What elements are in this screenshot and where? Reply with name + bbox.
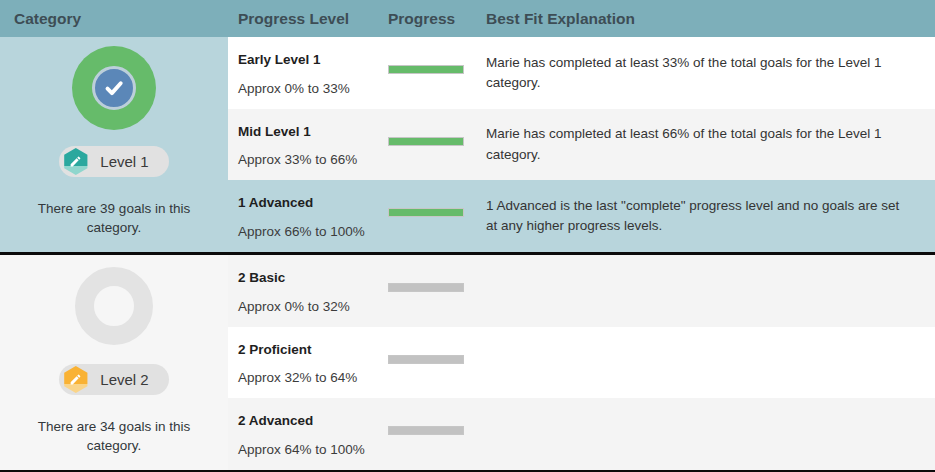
level-2-badge-label: Level 2 — [89, 365, 165, 394]
best-fit-explanation — [471, 327, 935, 399]
progress-level-range: Approx 0% to 33% — [238, 81, 375, 96]
progress-level-range: Approx 32% to 64% — [238, 370, 375, 385]
level-1-rows: Early Level 1 Approx 0% to 33% Marie has… — [228, 37, 935, 252]
level-1-badge-label: Level 1 — [89, 147, 165, 176]
best-fit-explanation: 1 Advanced is the last "complete" progre… — [471, 180, 935, 252]
table-row: 2 Proficient Approx 32% to 64% — [228, 327, 935, 399]
section-level-2: Level 2 There are 34 goals in this categ… — [0, 255, 935, 470]
pencil-hexagon-icon — [62, 148, 89, 175]
category-cell-level-2: Level 2 There are 34 goals in this categ… — [0, 255, 228, 470]
level-1-goals-count: There are 39 goals in this category. — [25, 200, 203, 237]
check-circle-icon — [72, 46, 156, 130]
level-1-badge: Level 1 — [59, 146, 168, 177]
header-category: Category — [0, 10, 228, 28]
progress-level-range: Approx 0% to 32% — [238, 299, 375, 314]
progress-bar — [388, 355, 464, 364]
best-fit-explanation — [471, 398, 935, 470]
progress-level-range: Approx 64% to 100% — [238, 442, 375, 457]
progress-bar — [388, 137, 464, 146]
header-progress: Progress — [375, 10, 471, 28]
progress-bar — [388, 426, 464, 435]
section-level-1: Level 1 There are 39 goals in this categ… — [0, 37, 935, 252]
pencil-hexagon-icon — [62, 366, 89, 393]
progress-level-range: Approx 66% to 100% — [238, 224, 375, 239]
table-row: 2 Basic Approx 0% to 32% — [228, 255, 935, 327]
table-row: Mid Level 1 Approx 33% to 66% Marie has … — [228, 109, 935, 181]
progress-level-name: 1 Advanced — [238, 195, 375, 210]
progress-level-range: Approx 33% to 66% — [238, 152, 375, 167]
header-best-fit-explanation: Best Fit Explanation — [471, 10, 935, 28]
progress-levels-table: Category Progress Level Progress Best Fi… — [0, 0, 935, 472]
best-fit-explanation: Marie has completed at least 33% of the … — [471, 37, 935, 109]
progress-level-name: Early Level 1 — [238, 52, 375, 67]
table-header: Category Progress Level Progress Best Fi… — [0, 0, 935, 37]
checkmark-icon — [92, 66, 136, 110]
table-row: 2 Advanced Approx 64% to 100% — [228, 398, 935, 470]
category-cell-level-1: Level 1 There are 39 goals in this categ… — [0, 37, 228, 252]
table-row-best-fit: 1 Advanced Approx 66% to 100% 1 Advanced… — [228, 180, 935, 252]
level-2-badge: Level 2 — [59, 364, 168, 395]
progress-bar — [388, 65, 464, 74]
progress-bar — [388, 208, 464, 217]
table-row: Early Level 1 Approx 0% to 33% Marie has… — [228, 37, 935, 109]
progress-bar — [388, 283, 464, 292]
progress-level-name: 2 Basic — [238, 270, 375, 285]
level-2-rows: 2 Basic Approx 0% to 32% 2 Proficient Ap… — [228, 255, 935, 470]
progress-level-name: 2 Advanced — [238, 413, 375, 428]
level-2-goals-count: There are 34 goals in this category. — [25, 418, 203, 455]
empty-donut-icon — [75, 267, 153, 345]
best-fit-explanation — [471, 255, 935, 327]
best-fit-explanation: Marie has completed at least 66% of the … — [471, 109, 935, 181]
header-progress-level: Progress Level — [228, 10, 375, 28]
progress-level-name: 2 Proficient — [238, 342, 375, 357]
progress-level-name: Mid Level 1 — [238, 124, 375, 139]
